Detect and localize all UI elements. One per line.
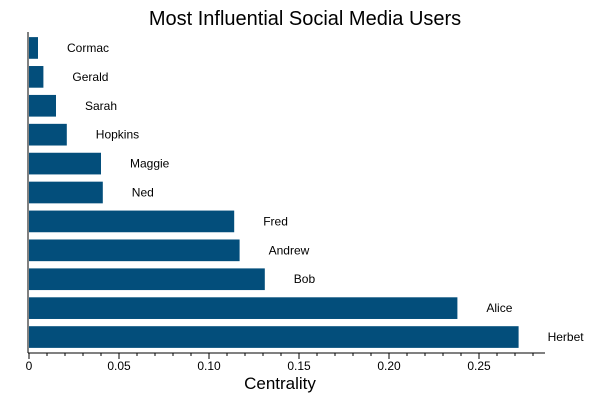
x-tick-label-2: 0.10 [197, 359, 221, 373]
bar-andrew [29, 239, 240, 262]
bar-label-ned: Ned [132, 186, 154, 200]
bar-label-bob: Bob [294, 272, 316, 286]
chart-title: Most Influential Social Media Users [149, 8, 461, 30]
x-tick-label-4: 0.20 [377, 359, 401, 373]
x-tick-label-3: 0.15 [287, 359, 311, 373]
bar-label-herbet: Herbet [548, 330, 585, 344]
bar-alice [29, 297, 458, 319]
bar-label-andrew: Andrew [269, 243, 310, 257]
bar-label-hopkins: Hopkins [96, 128, 139, 142]
bar-sarah [29, 94, 56, 117]
bar-label-alice: Alice [486, 301, 512, 315]
bar-maggie [29, 152, 101, 175]
bar-label-gerald: Gerald [72, 70, 108, 84]
x-axis-ticks: 0 0.05 0.10 0.15 0.20 0.25 [26, 353, 534, 373]
bars [29, 37, 519, 348]
x-tick-label-0: 0 [26, 359, 33, 373]
x-axis-label: Centrality [244, 374, 316, 393]
bar-label-sarah: Sarah [85, 99, 117, 113]
bar-cormac [29, 37, 38, 59]
bar-ned [29, 181, 103, 204]
bar-hopkins [29, 123, 67, 146]
bar-fred [29, 210, 235, 233]
bar-label-cormac: Cormac [67, 41, 109, 55]
x-tick-label-5: 0.25 [467, 359, 491, 373]
bar-label-maggie: Maggie [130, 157, 170, 171]
bar-herbet [29, 326, 519, 348]
bar-gerald [29, 66, 44, 88]
bar-bob [29, 268, 265, 291]
bar-labels: Cormac Gerald Sarah Hopkins Maggie Ned Fred And… [67, 41, 584, 344]
x-tick-label-1: 0.05 [107, 359, 131, 373]
bar-label-fred: Fred [263, 214, 288, 228]
